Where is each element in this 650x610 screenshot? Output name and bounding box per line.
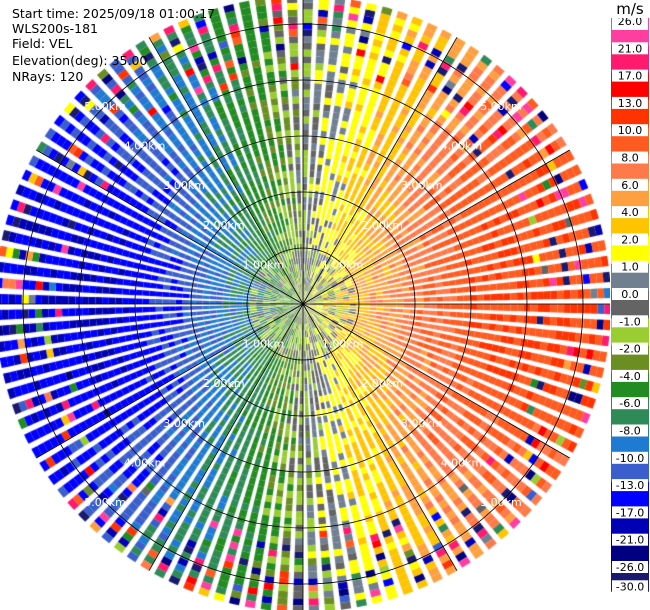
colorbar-tick-label: 4.0 bbox=[621, 206, 639, 219]
range-label: 4.00km bbox=[441, 456, 483, 469]
colorbar-tick-label: -10.0 bbox=[616, 452, 644, 465]
colorbar-tick-label: -21.0 bbox=[616, 534, 644, 547]
instrument-label: WLS200s-181 bbox=[12, 21, 98, 36]
range-label: 2.00km bbox=[203, 219, 245, 232]
range-label: 2.00km bbox=[203, 377, 245, 390]
start-time-label: Start time: 2025/09/18 01:00:17 bbox=[12, 6, 216, 21]
colorbar-tick-background bbox=[612, 288, 648, 300]
azimuth-spoke-210 bbox=[148, 303, 304, 571]
colorbar-tick-label: 10.0 bbox=[618, 124, 643, 137]
range-label: 3.00km bbox=[163, 179, 205, 192]
elevation-label: Elevation(deg): 35.00 bbox=[12, 53, 148, 68]
colorbar-tick-background bbox=[612, 178, 648, 191]
colorbar-tick-label: -17.0 bbox=[616, 506, 644, 519]
colorbar-tick-background bbox=[612, 18, 648, 30]
colorbar-tick-label: 13.0 bbox=[618, 97, 643, 110]
colorbar-tick-background bbox=[612, 397, 648, 410]
range-label: 5.00km bbox=[84, 100, 126, 113]
colorbar-tick-background bbox=[612, 233, 648, 246]
colorbar-tick-background bbox=[612, 260, 648, 273]
field-label: Field: VEL bbox=[12, 36, 73, 51]
colorbar-tick-background bbox=[612, 124, 648, 137]
colorbar-unit-label: m/s bbox=[616, 0, 644, 18]
colorbar-tick-label: 1.0 bbox=[621, 261, 639, 274]
range-label: 2.00km bbox=[361, 219, 403, 232]
colorbar-tick-background bbox=[612, 96, 648, 109]
colorbar-tick-background bbox=[612, 451, 648, 464]
colorbar-tick-label: 26.0 bbox=[618, 18, 643, 28]
colorbar-tick-label: 0.0 bbox=[621, 288, 639, 301]
colorbar-tick-background bbox=[612, 342, 648, 355]
range-label: 1.00km bbox=[322, 258, 364, 271]
range-label: 1.00km bbox=[243, 258, 285, 271]
colorbar-tick-background bbox=[612, 369, 648, 382]
colorbar-tick-label: -2.0 bbox=[619, 343, 640, 356]
colorbar-tick-label: -26.0 bbox=[616, 561, 644, 574]
colorbar-tick-background bbox=[612, 479, 648, 492]
azimuth-spoke-120 bbox=[302, 303, 570, 459]
colorbar: 26.0 21.0 17.0 13.0 10.0 8.0 6.0 4.0 2.0 1.0 0.0 -1… bbox=[611, 18, 649, 593]
colorbar-tick-label: -1.0 bbox=[619, 315, 640, 328]
range-label: 2.00km bbox=[361, 377, 403, 390]
colorbar-tick-background bbox=[612, 580, 648, 593]
colorbar-tick-background bbox=[612, 151, 648, 164]
colorbar-tick-label: -8.0 bbox=[619, 425, 640, 438]
azimuth-spoke-300 bbox=[36, 149, 304, 305]
colorbar-tick-background bbox=[612, 206, 648, 219]
range-label: 4.00km bbox=[124, 140, 166, 153]
range-label: 5.00km bbox=[480, 496, 522, 509]
range-label: 5.00km bbox=[480, 100, 522, 113]
ppi-overlay: 1.00km 1.00km 1.00km 1.00km 2.00km 2.00km 2.00… bbox=[0, 0, 610, 610]
colorbar-tick-background bbox=[612, 424, 648, 437]
colorbar-tick-background bbox=[612, 533, 648, 546]
range-label: 3.00km bbox=[401, 417, 443, 430]
azimuth-spoke-60 bbox=[302, 149, 570, 305]
colorbar-tick-label: 6.0 bbox=[621, 179, 639, 192]
range-label: 4.00km bbox=[124, 456, 166, 469]
colorbar-tick-label: -30.0 bbox=[616, 580, 644, 593]
colorbar-tick-label: 2.0 bbox=[621, 233, 639, 246]
colorbar-tick-background bbox=[612, 42, 648, 55]
colorbar-tick-label: 17.0 bbox=[618, 70, 643, 83]
colorbar-tick-label: 21.0 bbox=[618, 42, 643, 55]
range-label: 1.00km bbox=[322, 338, 364, 351]
colorbar-tick-label: 8.0 bbox=[621, 152, 639, 165]
range-label: 3.00km bbox=[163, 417, 205, 430]
colorbar-tick-label: -4.0 bbox=[619, 370, 640, 383]
colorbar-tick-background bbox=[612, 69, 648, 82]
azimuth-spoke-240 bbox=[36, 303, 304, 459]
range-label: 5.00km bbox=[84, 496, 126, 509]
range-label: 4.00km bbox=[441, 140, 483, 153]
colorbar-tick-background bbox=[612, 506, 648, 519]
colorbar-tick-background bbox=[612, 561, 648, 573]
nrays-label: NRays: 120 bbox=[12, 69, 84, 84]
colorbar-tick-label: -6.0 bbox=[619, 397, 640, 410]
range-label: 1.00km bbox=[243, 338, 285, 351]
colorbar-tick-background bbox=[612, 315, 648, 328]
azimuth-spoke-150 bbox=[302, 303, 458, 571]
colorbar-tick-label: -13.0 bbox=[616, 479, 644, 492]
range-label: 3.00km bbox=[401, 179, 443, 192]
azimuth-spoke-330 bbox=[148, 37, 304, 305]
azimuth-spoke-30 bbox=[302, 37, 458, 305]
